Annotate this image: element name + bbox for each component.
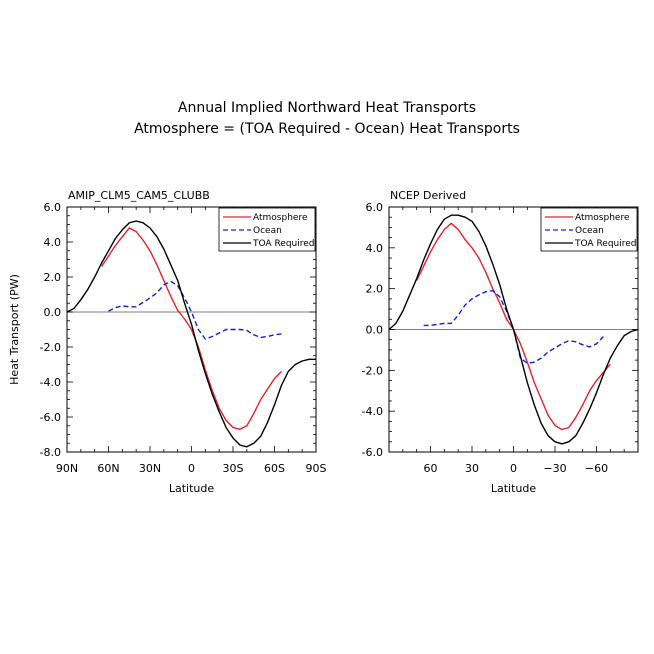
y-tick-label: 0.0 bbox=[366, 324, 384, 337]
y-tick-label: -6.0 bbox=[362, 446, 383, 459]
legend-box bbox=[218, 207, 316, 252]
x-axis-label: Latitude bbox=[169, 482, 215, 495]
x-tick-label: 30S bbox=[223, 462, 244, 475]
legend-label-atmosphere: Atmosphere bbox=[575, 213, 630, 223]
series-line-ocean bbox=[108, 280, 282, 340]
panel-title: NCEP Derived bbox=[390, 189, 466, 202]
panel-title: AMIP_CLM5_CAM5_CLUBB bbox=[68, 189, 210, 202]
x-tick-label: 60N bbox=[97, 462, 119, 475]
x-tick-label: 0 bbox=[510, 462, 517, 475]
y-tick-label: -2.0 bbox=[40, 341, 61, 354]
x-tick-label: 0 bbox=[188, 462, 195, 475]
series-line-toa-required bbox=[66, 220, 316, 448]
y-tick-label: -2.0 bbox=[362, 364, 383, 377]
y-tick-label: 4.0 bbox=[366, 242, 384, 255]
y-tick-label: -4.0 bbox=[40, 376, 61, 389]
y-tick-label: -4.0 bbox=[362, 405, 383, 418]
y-tick-label: 6.0 bbox=[44, 201, 62, 214]
x-tick-label: 30N bbox=[139, 462, 161, 475]
legend-label-atmosphere: Atmosphere bbox=[253, 213, 308, 223]
y-tick-label: -6.0 bbox=[40, 411, 61, 424]
y-tick-label: 0.0 bbox=[44, 306, 62, 319]
x-tick-label: 30 bbox=[465, 462, 479, 475]
series-line-toa-required bbox=[388, 214, 639, 445]
y-axis-label: Heat Transport (PW) bbox=[8, 274, 21, 385]
panel-amip: 6.0 4.0 2.0 0.0 -2.0 -4.0 -6.0 -8.0 90N 60N 30N 0 30… bbox=[8, 189, 327, 495]
legend-label-ocean: Ocean bbox=[575, 226, 604, 236]
x-tick-label: 60S bbox=[264, 462, 285, 475]
legend-label-toa-required: TOA Required bbox=[252, 239, 315, 249]
y-tick-label: -8.0 bbox=[40, 446, 61, 459]
x-tick-label: 90S bbox=[306, 462, 327, 475]
x-tick-label: 60 bbox=[424, 462, 438, 475]
panel-ncep: 6.0 4.0 2.0 0.0 -2.0 -4.0 -6.0 60 30 0 −30 −60 NCEP … bbox=[362, 189, 639, 495]
x-tick-label: −60 bbox=[585, 462, 608, 475]
series-line-atmosphere bbox=[416, 222, 611, 431]
series-line-ocean bbox=[423, 290, 604, 364]
y-tick-label: 6.0 bbox=[366, 201, 384, 214]
y-tick-label: 2.0 bbox=[366, 283, 384, 296]
y-tick-label: 2.0 bbox=[44, 271, 62, 284]
y-tick-label: 4.0 bbox=[44, 236, 62, 249]
legend-label-toa-required: TOA Required bbox=[574, 239, 637, 249]
x-tick-label: 90N bbox=[56, 462, 78, 475]
figure-title-line1: Annual Implied Northward Heat Transports bbox=[178, 100, 476, 116]
x-axis-label: Latitude bbox=[491, 482, 537, 495]
legend-label-ocean: Ocean bbox=[253, 226, 282, 236]
figure-title-line2: Atmosphere = (TOA Required - Ocean) Heat… bbox=[134, 121, 520, 137]
x-tick-label: −30 bbox=[543, 462, 566, 475]
series-line-atmosphere bbox=[101, 227, 282, 430]
